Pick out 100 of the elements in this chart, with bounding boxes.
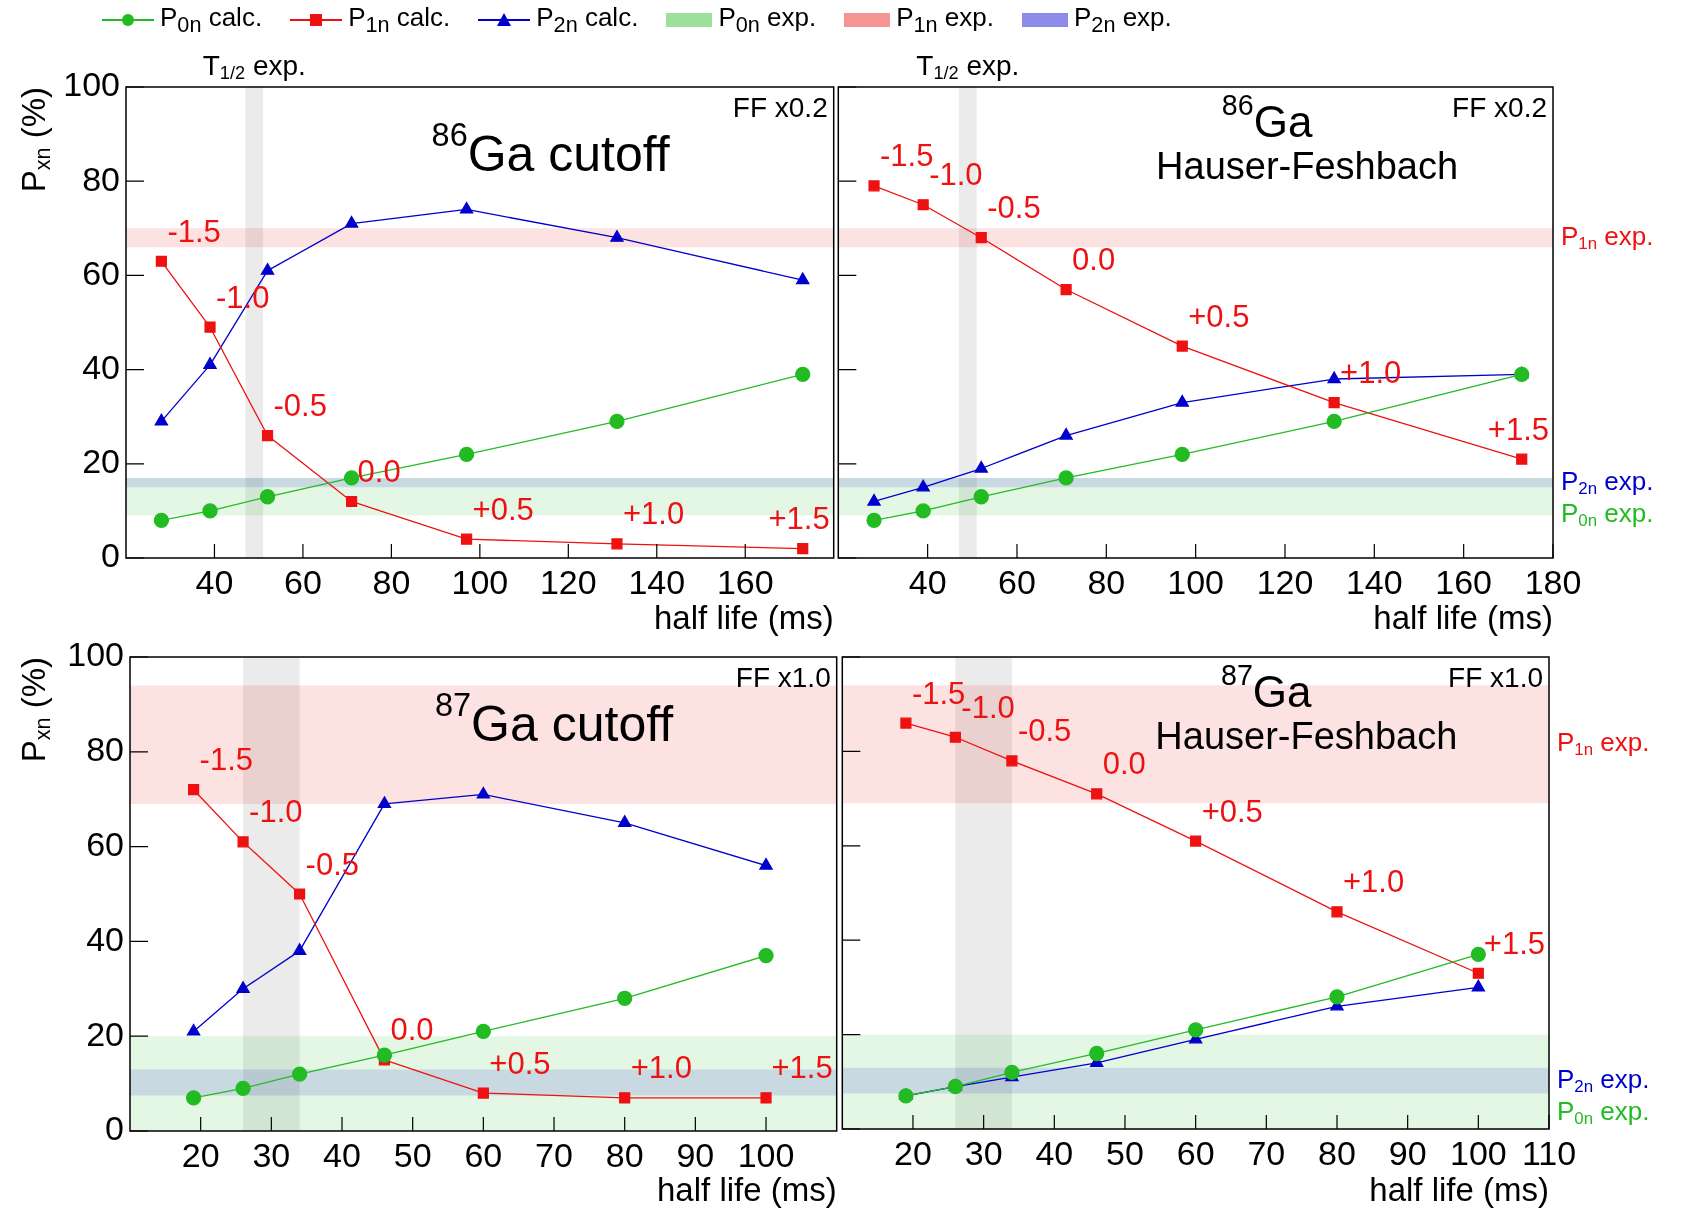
annotation: +0.5 — [1201, 793, 1263, 829]
point — [344, 215, 359, 228]
x-tick-label: 60 — [284, 562, 322, 601]
x-tick-label: 140 — [1345, 562, 1403, 601]
point — [459, 201, 474, 214]
x-tick-label: 140 — [628, 562, 686, 601]
annotation: FF x1.0 — [735, 661, 831, 693]
point — [1471, 979, 1486, 992]
x-axis-title: half life (ms) — [657, 1171, 837, 1209]
point — [259, 489, 276, 505]
x-tick-label: 100 — [1167, 562, 1225, 601]
legend-label: P$_{1n}$ exp. — [896, 1, 994, 39]
point — [1091, 788, 1103, 800]
point — [795, 366, 811, 382]
point — [867, 493, 881, 506]
x-tick-label: 80 — [1318, 1133, 1356, 1172]
point — [1331, 906, 1343, 918]
point — [949, 731, 961, 743]
annotation: +0.5 — [472, 491, 534, 527]
x-tick-label: 40 — [1035, 1133, 1074, 1172]
point — [797, 542, 809, 555]
point — [947, 1078, 964, 1095]
x-tick-label: 70 — [535, 1135, 573, 1174]
x-tick-label: 120 — [1256, 562, 1314, 601]
legend-label: P$_{1n}$ calc. — [348, 1, 451, 39]
annotation: FF x0.2 — [1452, 91, 1548, 123]
annotation: +1.0 — [1342, 864, 1405, 900]
y-tick-label: 0 — [105, 1109, 124, 1148]
point — [153, 512, 170, 528]
x-tick-label: 60 — [1176, 1133, 1215, 1172]
point — [203, 357, 217, 370]
y-tick-label: 60 — [86, 824, 124, 863]
x-tick-label: 40 — [195, 562, 234, 601]
legend-label: P$_{0n}$ calc. — [160, 1, 263, 39]
point — [376, 1047, 393, 1063]
point — [236, 981, 250, 993]
point — [1060, 283, 1072, 296]
annotation: -1.5 — [199, 742, 254, 778]
point — [235, 1080, 251, 1096]
annotation: +0.5 — [489, 1045, 551, 1081]
annotation: 0.0 — [1102, 746, 1146, 782]
x-axis-title: half life (ms) — [654, 599, 834, 637]
point — [1175, 394, 1189, 407]
point — [619, 1092, 631, 1104]
point — [458, 446, 475, 463]
legend-label: P$_{2n}$ calc. — [536, 1, 639, 39]
y-axis-title: Pxn (%) — [15, 86, 56, 193]
text: Hauser-Feshbach — [1156, 145, 1459, 188]
annotation: +1.5 — [1483, 925, 1546, 961]
annotation: FF x0.2 — [732, 91, 828, 123]
legend-label: P$_{2n}$ exp. — [1074, 1, 1172, 39]
point — [154, 413, 169, 426]
point — [900, 717, 912, 729]
point — [188, 784, 200, 796]
point — [186, 1023, 201, 1036]
annotation: 0.0 — [390, 1012, 434, 1048]
point — [1058, 470, 1074, 486]
point — [237, 836, 249, 848]
y-tick-label: 60 — [82, 253, 120, 292]
point — [617, 990, 633, 1006]
point — [202, 503, 218, 519]
x-tick-label: 100 — [1449, 1133, 1507, 1172]
y-tick-label: 100 — [63, 65, 120, 104]
point — [345, 495, 358, 508]
annotation: +1.5 — [1487, 411, 1550, 447]
x-tick-label: 40 — [323, 1135, 361, 1174]
point — [204, 321, 216, 333]
x-tick-label: 180 — [1524, 562, 1582, 601]
point — [917, 199, 929, 211]
x-tick-label: 70 — [1247, 1133, 1286, 1172]
point — [973, 489, 989, 505]
y-tick-label: 20 — [82, 442, 120, 481]
x-tick-label: 90 — [676, 1135, 715, 1174]
y-tick-label: 40 — [82, 347, 120, 386]
x-tick-label: 20 — [181, 1135, 220, 1174]
annotation: -0.5 — [273, 388, 327, 424]
point — [617, 815, 632, 828]
x-axis-title: half life (ms) — [1369, 1171, 1550, 1209]
y-tick-label: 40 — [86, 919, 124, 958]
point — [868, 180, 880, 192]
point — [760, 1092, 772, 1104]
annotation: +0.5 — [1188, 298, 1250, 334]
point — [460, 533, 473, 545]
annotation: +1.0 — [630, 1050, 692, 1086]
point — [1470, 946, 1486, 963]
x-tick-label: 30 — [252, 1135, 291, 1174]
point — [1329, 989, 1345, 1005]
point — [1174, 446, 1190, 463]
point — [758, 947, 774, 964]
y-tick-label: 100 — [67, 635, 124, 674]
point — [916, 479, 930, 492]
point — [1176, 340, 1188, 352]
annotation: -0.5 — [987, 190, 1041, 226]
point — [1190, 835, 1202, 847]
point — [477, 1087, 489, 1099]
point — [1516, 453, 1528, 465]
x-tick-label: 100 — [737, 1135, 795, 1174]
legend-label: P$_{0n}$ exp. — [718, 1, 817, 39]
point — [974, 460, 988, 473]
point — [1326, 413, 1342, 430]
